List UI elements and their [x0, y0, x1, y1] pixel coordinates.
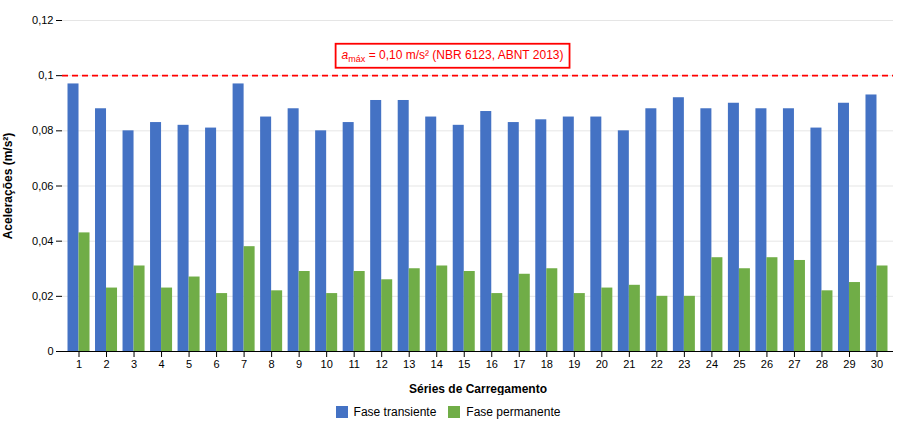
- svg-text:6: 6: [214, 358, 220, 370]
- svg-text:8: 8: [269, 358, 275, 370]
- svg-text:0,02: 0,02: [32, 290, 53, 302]
- svg-text:25: 25: [733, 358, 745, 370]
- svg-text:amáx = 0,10 m/s² (NBR 6123, AB: amáx = 0,10 m/s² (NBR 6123, ABNT 2013): [342, 48, 564, 64]
- svg-text:9: 9: [296, 358, 302, 370]
- svg-text:18: 18: [541, 358, 553, 370]
- svg-text:10: 10: [321, 358, 333, 370]
- svg-text:12: 12: [376, 358, 388, 370]
- svg-text:27: 27: [788, 358, 800, 370]
- svg-text:11: 11: [348, 358, 359, 370]
- svg-text:29: 29: [843, 358, 855, 370]
- svg-text:16: 16: [486, 358, 498, 370]
- svg-text:24: 24: [706, 358, 718, 370]
- svg-text:7: 7: [241, 358, 247, 370]
- svg-text:30: 30: [871, 358, 883, 370]
- svg-text:20: 20: [596, 358, 608, 370]
- svg-text:4: 4: [158, 358, 164, 370]
- svg-text:22: 22: [651, 358, 663, 370]
- svg-text:0,06: 0,06: [32, 180, 53, 192]
- svg-text:Acelerações (m/s²): Acelerações (m/s²): [1, 133, 15, 240]
- svg-text:0,08: 0,08: [32, 124, 53, 136]
- svg-text:5: 5: [186, 358, 192, 370]
- svg-text:26: 26: [761, 358, 773, 370]
- svg-text:1: 1: [76, 358, 82, 370]
- svg-text:3: 3: [131, 358, 137, 370]
- svg-text:28: 28: [816, 358, 828, 370]
- svg-text:15: 15: [458, 358, 470, 370]
- html-text:Fase permanente: Fase permanente: [466, 404, 561, 419]
- html-text:Fase transiente: Fase transiente: [353, 404, 437, 419]
- svg-text:0,12: 0,12: [32, 14, 53, 26]
- svg-text:19: 19: [568, 358, 580, 370]
- svg-text:17: 17: [513, 358, 525, 370]
- svg-text:21: 21: [623, 358, 635, 370]
- svg-text:2: 2: [103, 358, 109, 370]
- svg-text:0: 0: [47, 345, 53, 357]
- svg-text:23: 23: [678, 358, 690, 370]
- svg-text:Séries de Carregamento: Séries de Carregamento: [409, 382, 547, 396]
- svg-text:14: 14: [431, 358, 443, 370]
- svg-text:0,1: 0,1: [38, 69, 53, 81]
- svg-text:13: 13: [403, 358, 415, 370]
- svg-text:0,04: 0,04: [32, 235, 53, 247]
